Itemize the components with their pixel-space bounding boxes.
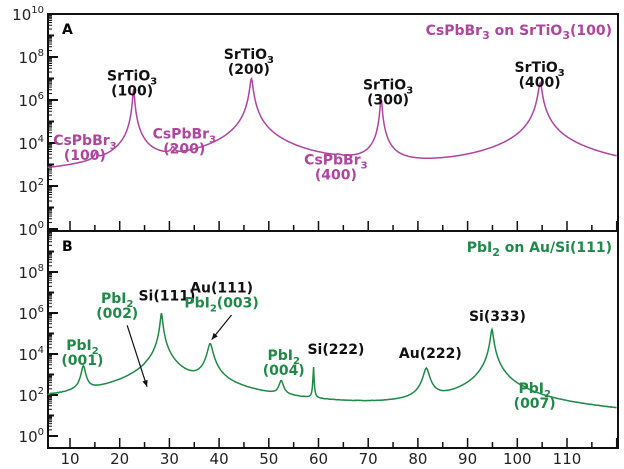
x-tick-label: 90: [458, 450, 477, 468]
peak-label: Si(222): [307, 342, 364, 358]
peak-label: SrTiO3 (300): [363, 77, 413, 108]
x-tick-label: 10: [60, 450, 79, 468]
xrd-trace: [47, 77, 617, 169]
y-tick-label: 100: [19, 220, 44, 239]
panel-label: B: [62, 239, 73, 255]
peak-label: SrTiO3 (400): [515, 60, 565, 91]
peak-label: PbI2 (001): [61, 338, 103, 369]
y-tick-label: 104: [19, 134, 44, 153]
panel-title: PbI2 on Au/Si(111): [467, 240, 612, 259]
peak-label: Au(111) PbI2(003): [184, 281, 259, 315]
peak-label: SrTiO3 (100): [107, 69, 157, 100]
peak-label: Si(111): [138, 289, 195, 305]
x-tick-label: 60: [309, 450, 328, 468]
y-tick-label: 108: [19, 263, 44, 282]
panel-b: 100 102 104 106 108 10 20 30 40 50 60 70 80 90 100 110 B…: [19, 230, 619, 468]
plot-frame: [47, 230, 619, 449]
x-tick-label: 110: [553, 450, 582, 468]
peak-label: CsPbBr3 (100): [53, 133, 116, 164]
panel-a: 100 102 104 106 108 1010 A CsPbBr3 on SrTiO3(10…: [12, 5, 619, 239]
peak-label: PbI2 (004): [263, 348, 305, 379]
panel-title: CsPbBr3 on SrTiO3(100): [426, 23, 612, 42]
arrowhead-icon: [211, 332, 218, 340]
y-tick-label: 106: [19, 304, 44, 323]
peak-label: Si(333): [469, 309, 526, 325]
peak-label: PbI2 (007): [514, 381, 556, 412]
peak-label: PbI2 (002): [96, 291, 138, 322]
peak-label: SrTiO3 (200): [224, 47, 274, 78]
y-tick-label: 1010: [12, 5, 44, 24]
xrd-trace: [47, 312, 617, 409]
peak-label: Au(222): [399, 346, 462, 362]
x-tick-label: 30: [160, 450, 179, 468]
y-tick-label: 100: [19, 427, 44, 446]
y-tick-label: 102: [19, 386, 44, 405]
x-tick-label: 80: [408, 450, 427, 468]
plot-frame: [47, 13, 619, 232]
x-tick-label: 40: [210, 450, 229, 468]
y-tick-label: 104: [19, 345, 44, 364]
x-tick-label: 70: [359, 450, 378, 468]
panel-label: A: [62, 22, 73, 38]
y-tick-label: 108: [19, 48, 44, 67]
arrowhead-icon: [142, 379, 148, 387]
y-tick-label: 106: [19, 91, 44, 110]
peak-label: CsPbBr3 (200): [153, 127, 216, 158]
peak-label: CsPbBr3 (400): [304, 153, 367, 184]
x-tick-label: 20: [110, 450, 129, 468]
y-tick-label: 102: [19, 177, 44, 196]
x-tick-label: 100: [503, 450, 532, 468]
annotation-arrow: [126, 325, 148, 387]
x-tick-label: 50: [259, 450, 278, 468]
